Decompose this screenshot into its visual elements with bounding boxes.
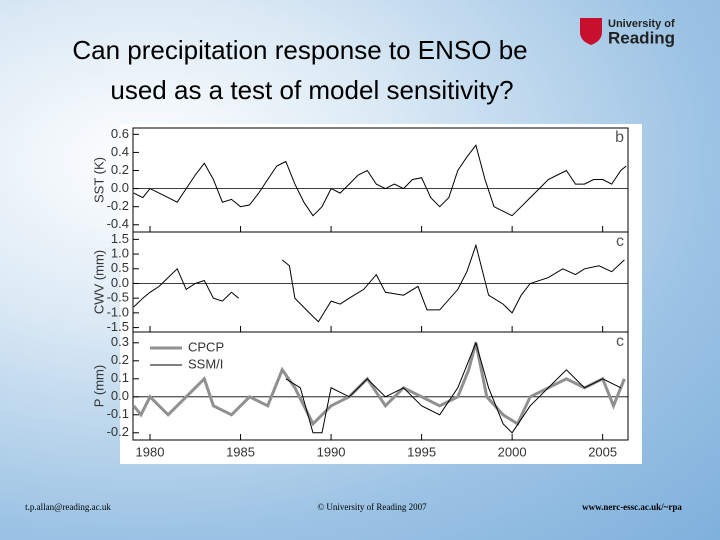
slide-title: used as a test of model sensitivity? (110, 75, 513, 105)
legend-label: CPCP (188, 339, 224, 354)
y-axis-label: SST (K) (91, 157, 106, 203)
logo-shield (580, 18, 602, 45)
y-tick-label: 0.6 (111, 126, 129, 141)
y-tick-label: 0.1 (111, 370, 129, 385)
y-tick-label: 0.2 (111, 162, 129, 177)
y-axis-label: P (mm) (91, 365, 106, 407)
panel-label: c (616, 233, 624, 250)
footer-text: © University of Reading 2007 (317, 502, 427, 512)
data-line (133, 243, 625, 323)
x-tick-label: 1990 (317, 444, 346, 459)
y-tick-label: -0.5 (107, 290, 129, 305)
y-tick-label: 0.5 (111, 260, 129, 275)
y-tick-label: -1.0 (107, 304, 129, 319)
y-tick-label: 0.0 (111, 388, 129, 403)
y-tick-label: 0.0 (111, 275, 129, 290)
y-tick-label: -0.4 (107, 216, 129, 231)
chart-background (120, 124, 642, 464)
panel-label: b (615, 129, 624, 146)
footer-text: t.p.allan@reading.ac.uk (25, 502, 111, 512)
legend-label: SSM/I (188, 356, 223, 371)
data-line (133, 144, 627, 217)
x-tick-label: 2000 (498, 444, 527, 459)
y-tick-label: 0.0 (111, 180, 129, 195)
y-tick-label: -1.5 (107, 319, 129, 334)
y-tick-label: -0.2 (107, 198, 129, 213)
y-axis-label: CWV (mm) (91, 250, 106, 314)
y-tick-label: -0.1 (107, 406, 129, 421)
x-tick-label: 1980 (136, 444, 165, 459)
slide-title: Can precipitation response to ENSO be (72, 35, 527, 65)
x-tick-label: 1985 (226, 444, 255, 459)
y-tick-label: 0.2 (111, 352, 129, 367)
panel-frame (132, 331, 629, 441)
y-tick-label: -0.2 (107, 424, 129, 439)
data-line (285, 341, 622, 434)
y-tick-label: 1.0 (111, 245, 129, 260)
x-tick-label: 1995 (407, 444, 436, 459)
y-tick-label: 0.4 (111, 144, 129, 159)
panel-label: c (616, 333, 624, 350)
logo-text: University of (608, 18, 675, 30)
y-tick-label: 1.5 (111, 231, 129, 246)
footer-text: www.nerc-essc.ac.uk/~rpa (582, 502, 682, 512)
y-tick-label: 0.3 (111, 334, 129, 349)
logo-text: Reading (608, 28, 675, 47)
x-tick-label: 2005 (588, 444, 617, 459)
data-line (132, 342, 626, 427)
